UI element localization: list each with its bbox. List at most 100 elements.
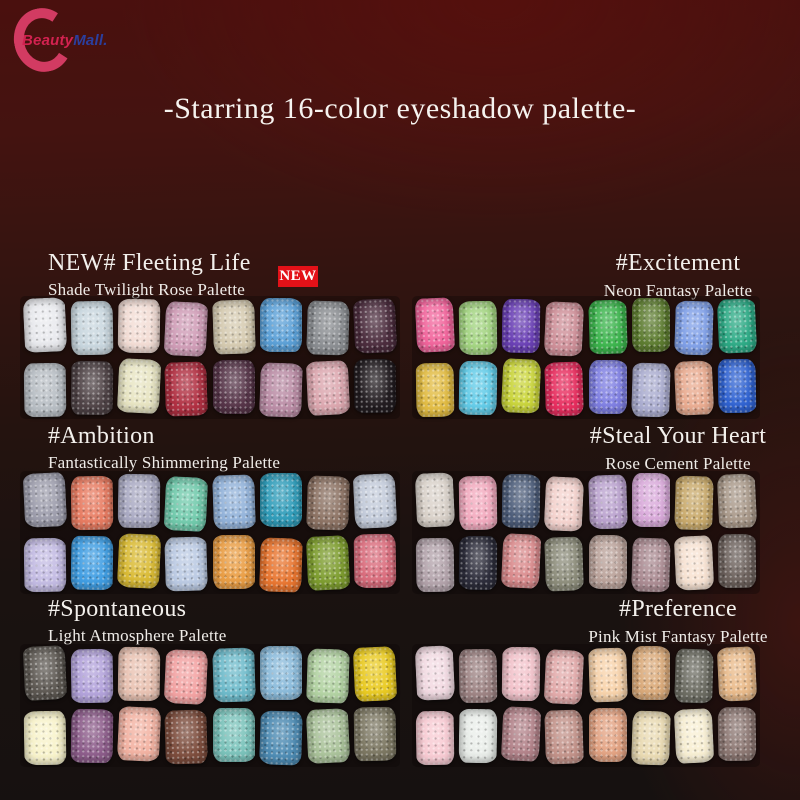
eyeshadow-pan <box>305 535 351 591</box>
eyeshadow-pan <box>259 298 302 352</box>
eyeshadow-pan <box>70 360 114 416</box>
eyeshadow-pan <box>305 648 350 704</box>
palette-title-excitement: #Excitement <box>615 250 741 276</box>
eyeshadow-pan <box>117 298 161 354</box>
eyeshadow-pan <box>353 358 397 414</box>
eyeshadow-pan <box>22 645 68 701</box>
palette-title-spontaneous: #Spontaneous <box>48 596 187 622</box>
eyeshadow-pan <box>415 537 455 593</box>
eyeshadow-pan <box>587 647 628 703</box>
eyeshadow-pan <box>587 474 628 530</box>
eyeshadow-pan <box>164 476 209 532</box>
eyeshadow-pan <box>717 706 757 762</box>
brand-logo: BeautyMall. <box>7 2 142 78</box>
eyeshadow-pan <box>70 535 114 591</box>
eyeshadow-pan <box>23 710 67 766</box>
palette-subtitle-steal-your-heart: Rose Cement Palette <box>605 454 751 473</box>
eyeshadow-pan <box>458 708 498 764</box>
palette-title-preference: #Preference <box>619 596 737 622</box>
new-badge: NEW <box>278 266 318 287</box>
palette-subtitle-fleeting-life: Shade Twilight Rose Palette <box>48 280 246 299</box>
eyeshadow-pan <box>544 476 585 532</box>
eyeshadow-pan <box>164 361 209 417</box>
eyeshadow-pan <box>716 646 758 702</box>
palette-title-steal-your-heart: #Steal Your Heart <box>589 423 767 449</box>
eyeshadow-pan <box>716 298 758 354</box>
eyeshadow-pan <box>23 537 67 593</box>
eyeshadow-pan <box>414 297 456 353</box>
palette-grid-fleeting-life <box>20 296 400 419</box>
eyeshadow-pan <box>631 473 670 527</box>
eyeshadow-pan <box>458 300 498 356</box>
palette-grid-spontaneous <box>20 644 400 767</box>
eyeshadow-pan <box>164 709 209 765</box>
eyeshadow-pan <box>630 362 671 418</box>
eyeshadow-pan <box>501 358 542 414</box>
eyeshadow-pan <box>587 299 628 355</box>
eyeshadow-pan <box>305 708 351 764</box>
palette-grid-preference <box>412 644 760 767</box>
palette-grid-steal-your-heart <box>412 471 760 594</box>
palette-subtitle-ambition: Fantastically Shimmering Palette <box>48 453 281 472</box>
logo-text-mall: Mall. <box>73 32 108 49</box>
eyeshadow-pan <box>717 358 757 414</box>
eyeshadow-pan <box>22 297 68 353</box>
eyeshadow-pan <box>258 537 303 593</box>
eyeshadow-pan <box>259 473 302 527</box>
eyeshadow-pan <box>352 646 398 702</box>
eyeshadow-pan <box>258 710 303 766</box>
eyeshadow-pan <box>501 298 541 354</box>
eyeshadow-pan <box>544 361 585 417</box>
palette-subtitle-excitement: Neon Fantasy Palette <box>603 281 753 300</box>
eyeshadow-pan <box>70 708 114 764</box>
logo-text: BeautyMall. <box>22 32 108 49</box>
eyeshadow-pan <box>353 706 397 762</box>
eyeshadow-pan <box>544 536 585 592</box>
eyeshadow-pan <box>673 475 714 531</box>
eyeshadow-pan <box>211 474 256 530</box>
eyeshadow-pan <box>212 708 255 762</box>
eyeshadow-pan <box>717 533 757 589</box>
eyeshadow-pan <box>211 299 256 355</box>
eyeshadow-pan <box>117 473 161 529</box>
eyeshadow-pan <box>458 648 498 704</box>
logo-text-beauty: Beauty <box>22 32 74 49</box>
eyeshadow-pan <box>70 300 114 356</box>
eyeshadow-pan <box>305 300 350 356</box>
eyeshadow-pan <box>458 360 498 416</box>
eyeshadow-pan <box>305 475 350 531</box>
eyeshadow-pan <box>501 473 541 529</box>
eyeshadow-pan <box>458 475 498 531</box>
eyeshadow-pan <box>630 710 671 766</box>
eyeshadow-pan <box>211 647 256 703</box>
eyeshadow-pan <box>70 648 114 704</box>
eyeshadow-pan <box>117 646 161 702</box>
eyeshadow-pan <box>631 646 670 700</box>
eyeshadow-pan <box>259 646 302 700</box>
page-title: -Starring 16-color eyeshadow palette- <box>163 92 637 125</box>
eyeshadow-pan <box>117 706 162 762</box>
eyeshadow-pan <box>673 535 715 591</box>
eyeshadow-pan <box>544 649 585 705</box>
palette-subtitle-spontaneous: Light Atmosphere Palette <box>48 626 227 645</box>
eyeshadow-pan <box>414 472 456 528</box>
eyeshadow-pan <box>70 475 114 531</box>
palette-title-fleeting-life: NEW# Fleeting Life <box>48 250 251 276</box>
eyeshadow-pan <box>631 298 670 352</box>
eyeshadow-pan <box>258 362 303 418</box>
eyeshadow-pan <box>352 473 398 529</box>
eyeshadow-pan <box>673 648 714 704</box>
eyeshadow-pan <box>673 708 715 764</box>
eyeshadow-pan <box>544 709 585 765</box>
eyeshadow-pan <box>673 300 714 356</box>
eyeshadow-pan <box>117 533 162 589</box>
eyeshadow-pan <box>673 360 715 416</box>
eyeshadow-pan <box>212 360 255 414</box>
eyeshadow-pan <box>501 646 541 702</box>
eyeshadow-pan <box>588 708 627 762</box>
eyeshadow-pan <box>353 533 397 589</box>
eyeshadow-pan <box>305 360 351 416</box>
eyeshadow-pan <box>458 535 498 591</box>
eyeshadow-pan <box>501 706 542 762</box>
